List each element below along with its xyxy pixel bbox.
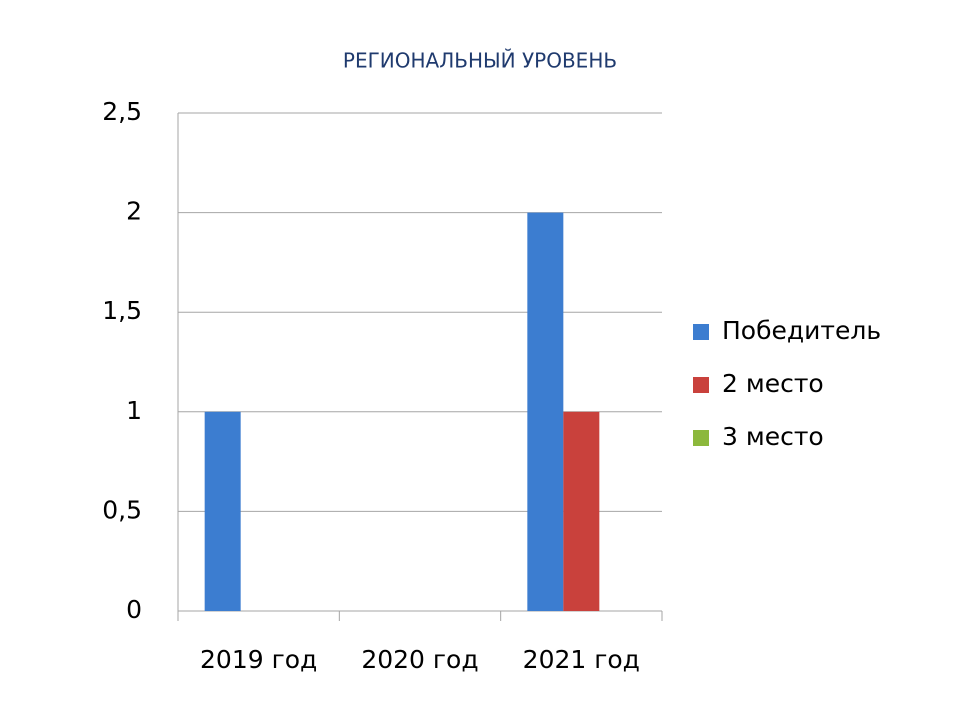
- y-tick-label: 0,5: [102, 495, 142, 524]
- bar: [527, 212, 564, 611]
- chart-title: РЕГИОНАЛЬНЫЙ УРОВЕНЬ: [343, 49, 617, 73]
- legend-label: 2 место: [722, 369, 824, 398]
- x-tick-label: 2020 год: [361, 645, 478, 674]
- bar: [204, 411, 241, 611]
- legend-label: Победитель: [722, 316, 881, 345]
- y-tick-label: 2,5: [102, 97, 142, 126]
- x-tick-label: 2021 год: [523, 645, 640, 674]
- legend-swatch: [693, 324, 709, 340]
- legend-swatch: [693, 377, 709, 393]
- bar: [563, 411, 600, 611]
- y-tick-label: 1: [126, 396, 142, 425]
- y-tick-label: 2: [126, 197, 142, 226]
- y-tick-label: 0: [126, 595, 142, 624]
- x-tick-label: 2019 год: [200, 645, 317, 674]
- legend-swatch: [693, 430, 709, 446]
- legend-label: 3 место: [722, 422, 824, 451]
- y-tick-label: 1,5: [102, 296, 142, 325]
